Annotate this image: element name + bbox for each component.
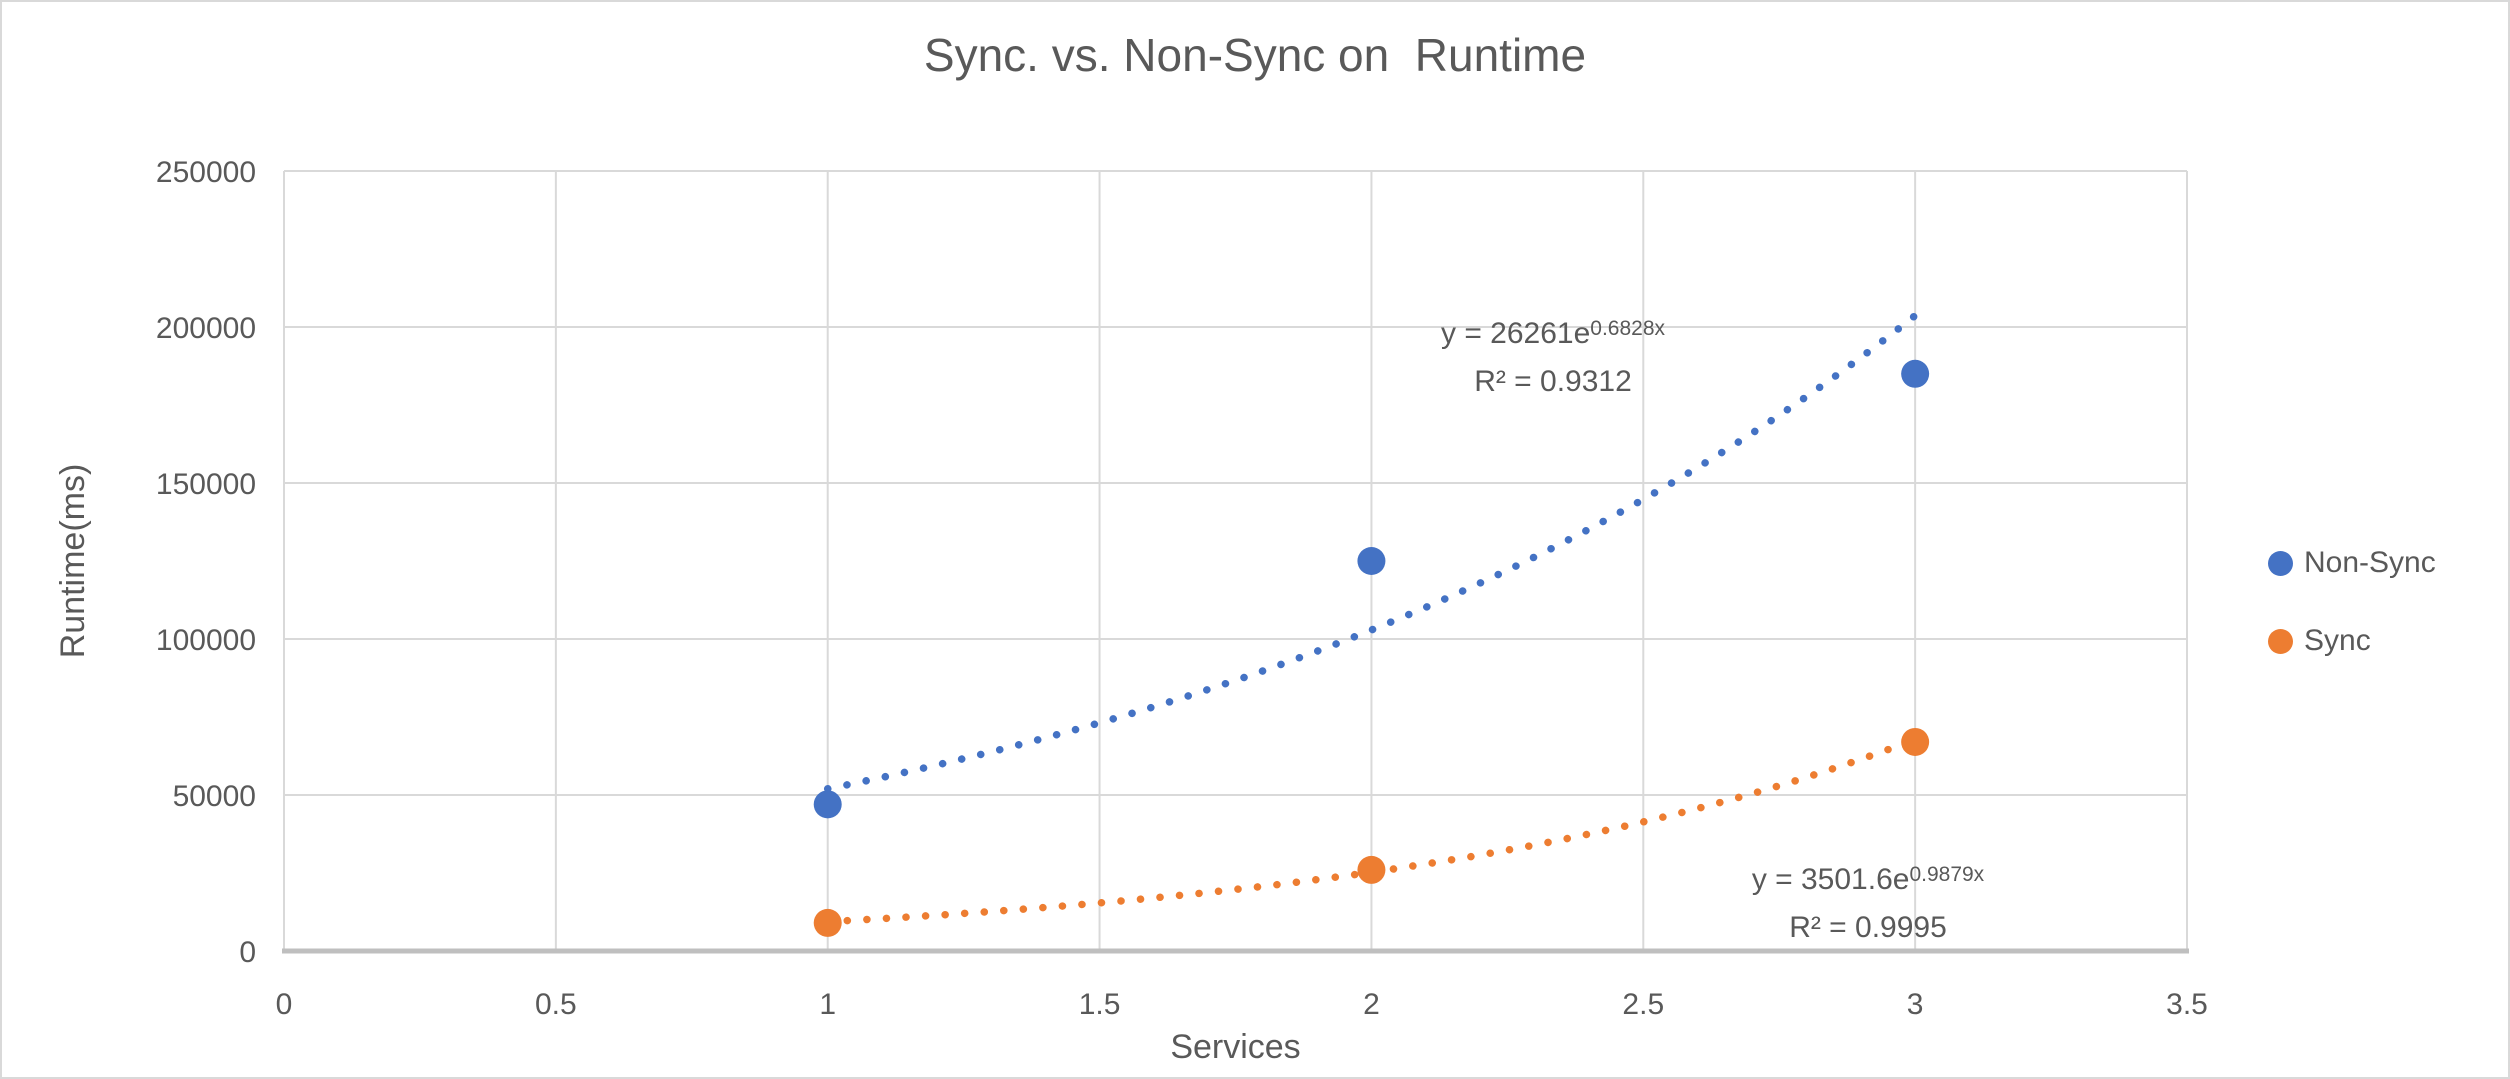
data-point-non-sync — [813, 790, 842, 819]
trendline-equation-sync-r2: R² = 0.9995 — [1789, 911, 1947, 944]
trendline-equation-non-sync-r2: R² = 0.9312 — [1474, 365, 1632, 398]
y-axis-tick-label: 250000 — [156, 156, 256, 189]
legend-label-sync: Sync — [2304, 624, 2371, 657]
trendline-equation-sync: y = 3501.6e0.9879x R² = 0.9995 — [1638, 851, 2098, 952]
data-point-sync — [1357, 855, 1386, 884]
x-axis-tick-label: 0 — [276, 988, 293, 1021]
legend-marker-non-sync-icon — [2268, 550, 2293, 576]
chart-title: Sync. vs. Non-Sync on Runtime — [923, 29, 1587, 81]
trendline-non-sync — [823, 311, 1919, 793]
legend-item-sync: Sync — [2268, 624, 2436, 657]
data-point-non-sync — [1901, 359, 1930, 388]
y-axis-tick-label: 100000 — [156, 624, 256, 657]
data-point-sync — [1901, 727, 1930, 756]
x-axis-tick-label: 1.5 — [1079, 988, 1121, 1021]
trendline-equation-sync-formula: y = 3501.6e0.9879x — [1751, 863, 1985, 896]
y-axis-tick-label: 50000 — [173, 780, 256, 813]
x-axis-tick-label: 3.5 — [2166, 988, 2208, 1021]
x-axis-tick-label: 1 — [819, 988, 836, 1021]
legend-item-non-sync: Non-Sync — [2268, 546, 2436, 579]
trendline-equation-non-sync: y = 26261e0.6828x R² = 0.9312 — [1323, 305, 1783, 406]
data-point-sync — [813, 908, 842, 937]
y-axis-title: Runtime(ms) — [54, 464, 92, 659]
legend-label-non-sync: Non-Sync — [2304, 546, 2436, 579]
x-axis-tick-label: 2 — [1363, 988, 1380, 1021]
legend-marker-sync-icon — [2268, 628, 2293, 654]
x-axis-title: Services — [1170, 1028, 1300, 1066]
y-axis-tick-label: 0 — [239, 936, 256, 969]
x-axis-tick-label: 3 — [1907, 988, 1924, 1021]
x-axis-tick-label: 2.5 — [1622, 988, 1664, 1021]
legend: Non-Sync Sync — [2268, 546, 2436, 703]
trendline-equation-non-sync-formula: y = 26261e0.6828x — [1440, 317, 1666, 350]
y-axis-tick-label: 150000 — [156, 468, 256, 501]
x-axis-tick-label: 0.5 — [535, 988, 577, 1021]
data-point-non-sync — [1357, 547, 1386, 575]
y-axis-tick-label: 200000 — [156, 312, 256, 345]
